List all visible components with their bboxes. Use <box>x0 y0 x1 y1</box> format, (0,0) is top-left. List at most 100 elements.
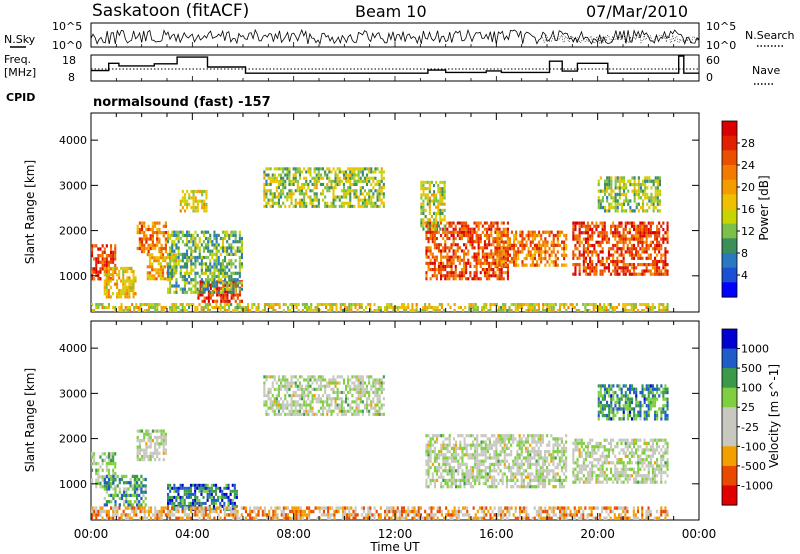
data-cell <box>161 268 165 272</box>
data-cell <box>263 303 266 306</box>
data-cell <box>171 271 174 275</box>
data-cell <box>215 249 218 253</box>
data-cell <box>105 276 108 280</box>
data-cell <box>521 233 524 238</box>
data-cell <box>338 406 341 410</box>
data-cell <box>456 233 459 237</box>
data-cell <box>294 400 297 404</box>
data-cell <box>614 250 617 254</box>
data-cell <box>486 268 489 272</box>
data-cell <box>301 387 304 391</box>
data-cell <box>444 246 447 250</box>
data-cell <box>433 233 436 237</box>
data-cell <box>361 170 364 174</box>
data-cell <box>340 170 343 174</box>
data-cell <box>376 195 379 199</box>
data-cell <box>271 179 274 183</box>
data-cell <box>294 167 297 171</box>
data-cell <box>644 192 647 197</box>
data-cell <box>612 247 615 251</box>
data-cell <box>317 378 320 382</box>
data-cell <box>230 230 233 234</box>
data-cell <box>338 390 341 394</box>
data-cell <box>211 281 214 285</box>
data-cell <box>378 387 381 391</box>
data-cell <box>426 309 429 312</box>
data-cell <box>504 253 507 257</box>
data-cell <box>565 303 568 306</box>
data-cell <box>563 250 566 254</box>
data-cell <box>477 252 480 256</box>
data-cell <box>478 453 481 457</box>
data-cell <box>159 277 162 281</box>
data-cell <box>587 253 590 257</box>
data-cell <box>164 240 167 244</box>
data-cell <box>425 230 428 234</box>
data-cell <box>370 182 373 186</box>
data-cell <box>164 259 167 263</box>
data-cell <box>496 268 499 272</box>
data-cell <box>338 409 341 413</box>
data-cell <box>662 259 665 264</box>
data-cell <box>435 258 438 262</box>
data-cell <box>622 303 625 306</box>
data-cell <box>125 496 128 501</box>
colorbar-segment <box>722 194 737 210</box>
data-cell <box>155 256 158 260</box>
data-cell <box>210 483 213 487</box>
data-cell <box>154 306 157 309</box>
data-cell <box>645 237 648 241</box>
data-cell <box>160 243 163 247</box>
data-cell <box>95 468 98 472</box>
data-cell <box>550 243 553 247</box>
data-cell <box>480 469 483 473</box>
data-cell <box>440 453 443 457</box>
data-cell <box>334 204 337 208</box>
data-cell <box>500 247 503 251</box>
data-cell <box>234 290 237 294</box>
data-cell <box>436 469 439 473</box>
data-cell <box>126 306 129 309</box>
data-cell <box>240 306 243 309</box>
data-cell <box>368 192 371 196</box>
data-cell <box>550 250 553 254</box>
data-cell <box>486 258 489 262</box>
data-cell <box>629 179 632 183</box>
data-cell <box>628 231 631 235</box>
data-cell <box>311 381 314 385</box>
data-cell <box>357 381 360 385</box>
data-cell <box>618 224 621 228</box>
data-cell <box>510 303 513 306</box>
data-cell <box>202 281 205 285</box>
data-cell <box>161 256 165 260</box>
data-cell <box>433 434 436 438</box>
data-cell <box>223 495 226 499</box>
data-cell <box>187 504 190 508</box>
data-cell <box>107 475 110 479</box>
data-cell <box>136 496 139 501</box>
data-cell <box>290 198 293 202</box>
data-cell <box>317 173 320 177</box>
data-cell <box>196 309 199 312</box>
data-cell <box>658 243 661 248</box>
data-cell <box>639 247 642 251</box>
data-cell <box>135 303 138 306</box>
data-cell <box>280 195 283 199</box>
data-cell <box>188 230 191 234</box>
data-cell <box>220 293 223 297</box>
data-cell <box>171 243 174 247</box>
data-cell <box>554 233 557 238</box>
data-cell <box>298 198 301 202</box>
data-cell <box>630 234 633 238</box>
data-cell <box>131 303 134 306</box>
data-cell <box>643 303 646 306</box>
data-cell <box>380 381 383 385</box>
data-cell <box>664 231 667 235</box>
data-cell <box>301 397 304 401</box>
data-cell <box>513 243 516 247</box>
colorbar-segment <box>722 253 737 269</box>
data-cell <box>614 209 617 213</box>
data-cell <box>366 406 369 410</box>
data-cell <box>265 394 268 398</box>
data-cell <box>319 173 322 177</box>
